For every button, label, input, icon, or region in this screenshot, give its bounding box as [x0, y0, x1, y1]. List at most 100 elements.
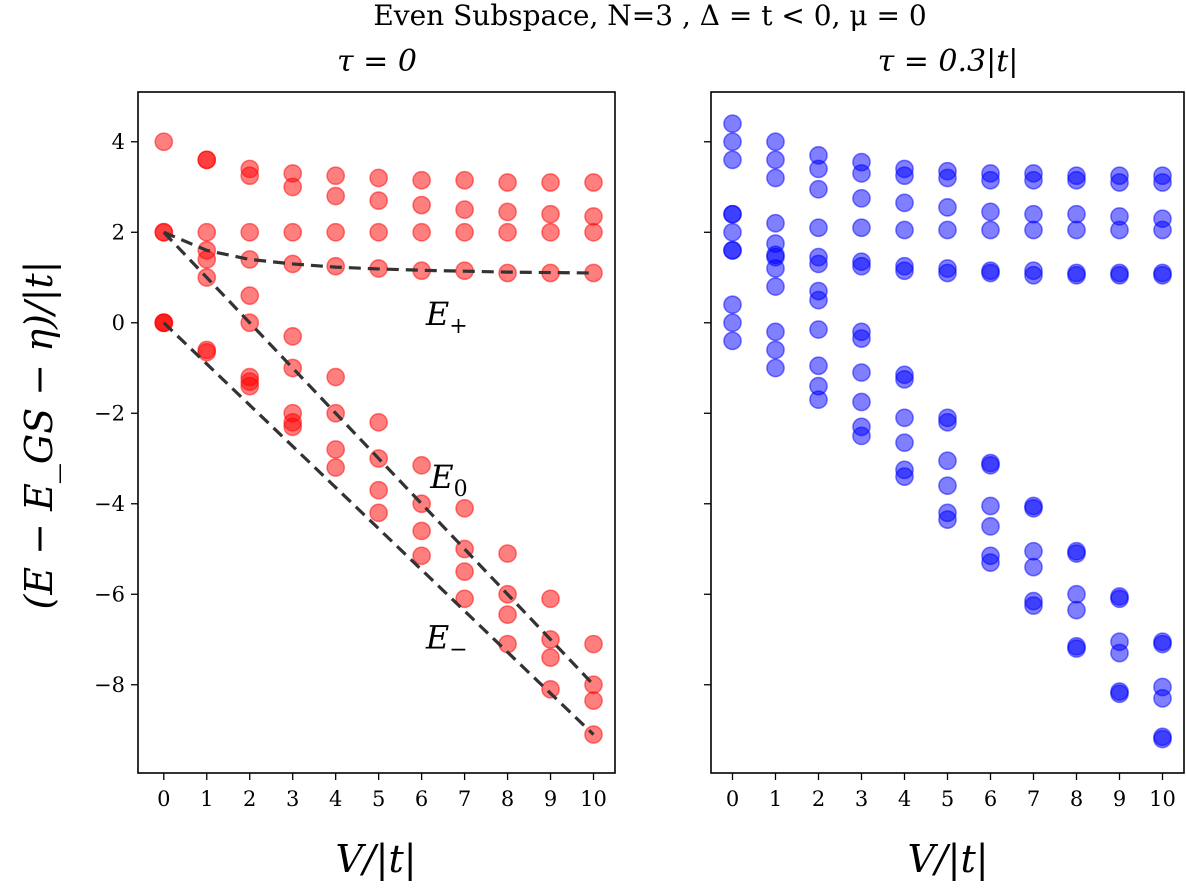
data-point [584, 222, 603, 242]
data-point [723, 150, 742, 170]
data-point [1153, 634, 1172, 654]
data-point [1024, 220, 1043, 240]
data-point [766, 259, 785, 278]
data-point [498, 202, 517, 222]
data-point [809, 390, 828, 410]
data-point [723, 313, 742, 333]
data-point [197, 342, 217, 362]
data-point [1153, 265, 1172, 285]
data-point [283, 326, 303, 346]
data-point [809, 320, 828, 339]
data-point [584, 634, 603, 654]
panel-left-frame [137, 91, 616, 774]
x-tick-label: 8 [1070, 787, 1083, 811]
x-tick-label: 0 [726, 787, 739, 811]
data-point [981, 170, 1000, 190]
data-point [584, 173, 603, 192]
data-point [981, 202, 1000, 222]
data-point [584, 691, 603, 710]
data-point [369, 412, 388, 432]
x-tick-label: 6 [984, 787, 997, 811]
y-tick-label: −8 [94, 673, 125, 697]
data-point [895, 467, 914, 486]
data-point [766, 340, 785, 360]
data-point [766, 213, 785, 233]
panel-right: τ = 0.3|t| 0 1 2 3 4 5 6 7 8 9 10 V/|t| [704, 44, 1185, 881]
data-point [723, 241, 742, 260]
data-point [541, 648, 560, 667]
data-point [412, 195, 431, 215]
data-point [981, 553, 1000, 572]
y-tick-label: −6 [94, 582, 125, 606]
data-point [1067, 600, 1086, 620]
data-point [981, 496, 1000, 516]
data-point [981, 455, 1000, 475]
data-point [197, 250, 217, 269]
data-point [240, 166, 260, 186]
x-tick-label: 0 [157, 787, 170, 811]
data-point [981, 263, 1000, 283]
data-point [584, 207, 603, 226]
data-point [766, 150, 785, 170]
data-point [541, 222, 560, 242]
data-point [1067, 265, 1086, 285]
y-tick-label: 2 [112, 220, 125, 244]
data-point [766, 168, 785, 188]
data-point [895, 408, 914, 428]
data-point [852, 363, 871, 382]
x-tick-label: 3 [855, 787, 868, 811]
data-point [1067, 639, 1086, 658]
x-tick-label: 9 [544, 787, 557, 811]
panel-right-frame [710, 91, 1185, 774]
data-point [981, 517, 1000, 536]
x-tick-label: 5 [941, 787, 954, 811]
x-tick-label: 3 [286, 787, 299, 811]
data-point [455, 589, 474, 609]
data-point [326, 166, 346, 186]
data-point [852, 218, 871, 238]
fit-line [162, 231, 595, 686]
y-tick-label: −4 [94, 492, 125, 516]
data-point [197, 150, 217, 170]
data-point [197, 222, 217, 242]
x-tick-label: 7 [1027, 787, 1040, 811]
data-point [1067, 220, 1086, 240]
data-point [455, 200, 474, 219]
data-point [1153, 220, 1172, 240]
panel-left: τ = 0 0 1 2 3 4 5 6 7 8 9 10 −8 −6 −4 −2 0 2 4 E+ E0 E− V/|t… [94, 44, 616, 881]
data-point [326, 222, 346, 242]
panel-left-title: τ = 0 [337, 44, 417, 79]
data-point [938, 510, 957, 529]
x-tick-label: 6 [415, 787, 428, 811]
data-point [938, 168, 957, 188]
data-point [723, 114, 742, 134]
data-point [938, 476, 957, 496]
annotation-label: E0 [429, 458, 467, 502]
y-axis-title-group: (E − E_GS − η)/|t| [17, 261, 62, 610]
data-point [1024, 265, 1043, 285]
data-point [1067, 170, 1086, 190]
data-point [1153, 729, 1172, 749]
data-point [852, 329, 871, 348]
data-point [369, 168, 388, 188]
data-point [283, 417, 303, 437]
x-tick-label: 4 [898, 787, 911, 811]
data-point [412, 170, 431, 190]
data-point [412, 521, 431, 541]
data-point [852, 164, 871, 183]
data-point [498, 634, 517, 654]
data-point [852, 188, 871, 208]
x-tick-label: 7 [458, 787, 471, 811]
x-tick-label: 10 [1149, 787, 1176, 811]
data-point [766, 277, 785, 296]
data-point [369, 222, 388, 242]
data-point [1110, 643, 1129, 663]
data-point [1067, 544, 1086, 563]
data-point [852, 392, 871, 412]
figure-suptitle: Even Subspace, N=3 , Δ = t < 0, μ = 0 [373, 0, 926, 32]
data-point [1110, 684, 1129, 704]
right-marks: 0 1 2 3 4 5 6 7 8 9 10 [704, 114, 1176, 811]
data-point [766, 358, 785, 378]
data-point [1110, 589, 1129, 609]
